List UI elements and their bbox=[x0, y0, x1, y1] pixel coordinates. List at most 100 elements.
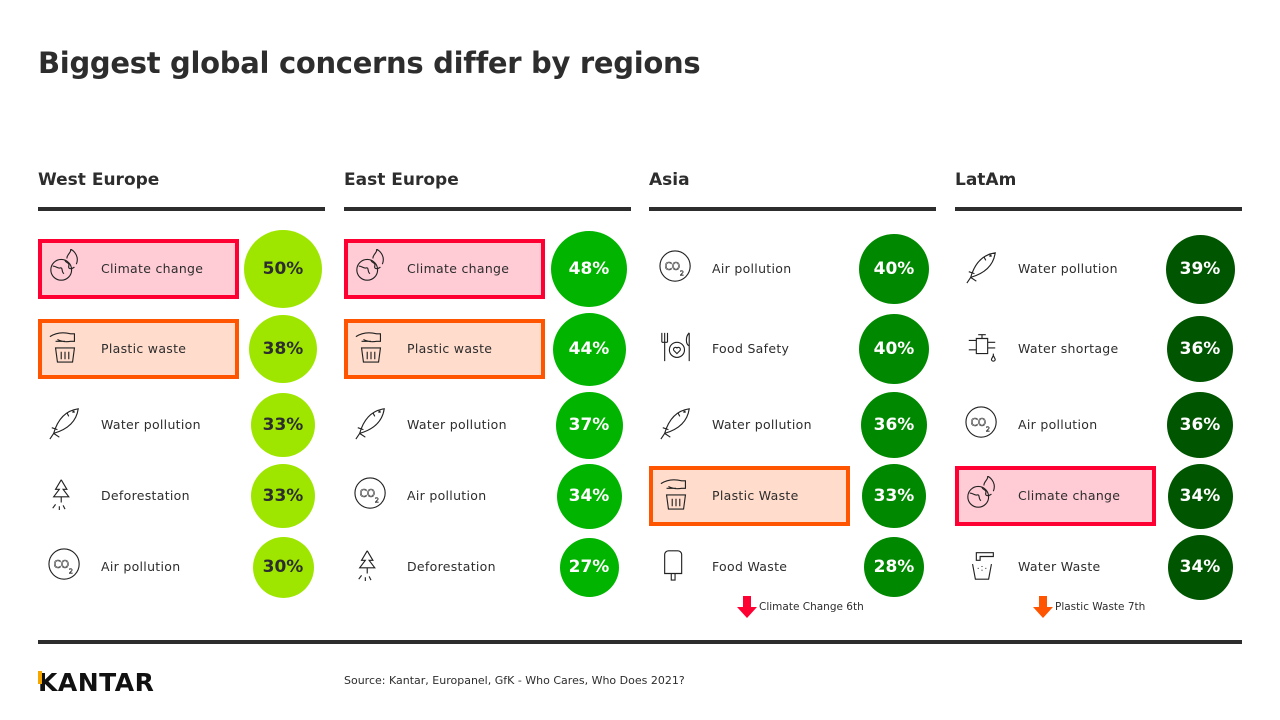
cut-tree-icon bbox=[358, 550, 376, 582]
concern-row: Plastic Waste 33% bbox=[649, 464, 936, 528]
kantar-logo: KANTAR bbox=[38, 668, 154, 697]
region-heading: LatAm bbox=[955, 170, 1017, 190]
highlight-box bbox=[649, 466, 850, 526]
rank-note: Plastic Waste 7th bbox=[1033, 596, 1145, 618]
percent-circle: 33% bbox=[251, 464, 315, 528]
region-column-west-europe: West Europe Climate change 50% Plastic w… bbox=[38, 168, 325, 598]
tap-drop-icon bbox=[968, 334, 996, 362]
hand-bin-icon bbox=[49, 332, 76, 363]
region-rule bbox=[649, 207, 936, 211]
svg-text:2: 2 bbox=[69, 568, 73, 576]
percent-circle: 36% bbox=[861, 392, 927, 458]
region-heading: Asia bbox=[649, 170, 690, 190]
concern-label: Plastic waste bbox=[101, 341, 187, 356]
concern-row: Water pollution 36% bbox=[649, 392, 936, 458]
concern-label: Deforestation bbox=[407, 559, 496, 574]
hand-bin-icon bbox=[660, 479, 687, 510]
concern-label: Water pollution bbox=[1018, 261, 1118, 276]
concern-label: Air pollution bbox=[407, 488, 487, 503]
concern-label: Food Waste bbox=[712, 559, 788, 574]
svg-text:2: 2 bbox=[680, 270, 684, 278]
concern-label: Climate change bbox=[101, 261, 204, 276]
percent-circle: 44% bbox=[552, 312, 626, 386]
region-column-latam: LatAm Water pollution 39% Water shortage… bbox=[955, 168, 1242, 600]
dead-fish-icon bbox=[355, 408, 385, 440]
concern-label: Water pollution bbox=[712, 417, 812, 432]
concern-row: Water Waste 34% bbox=[955, 534, 1242, 600]
concern-row: Plastic waste 38% bbox=[38, 315, 325, 383]
percent-circle: 36% bbox=[1167, 316, 1233, 382]
concern-label: Food Safety bbox=[712, 341, 790, 356]
concern-row: CO 2 Air pollution 36% bbox=[955, 392, 1242, 458]
region-rule bbox=[955, 207, 1242, 211]
region-column-east-europe: East Europe Climate change 48% Plastic w… bbox=[344, 168, 631, 597]
concern-row: CO 2 Air pollution 40% bbox=[649, 234, 936, 304]
svg-text:CO: CO bbox=[665, 261, 680, 273]
concern-row: Food Waste 28% bbox=[649, 537, 936, 597]
concern-label: Climate change bbox=[1018, 488, 1121, 503]
concern-row: Deforestation 27% bbox=[344, 537, 631, 597]
region-heading: West Europe bbox=[38, 170, 160, 190]
dead-fish-icon bbox=[966, 252, 996, 284]
concern-label: Plastic Waste bbox=[712, 488, 799, 503]
earth-fire-icon bbox=[356, 249, 384, 281]
region-heading: East Europe bbox=[344, 170, 459, 190]
concern-row: Plastic waste 44% bbox=[344, 312, 631, 386]
co2-icon: CO2 bbox=[965, 406, 997, 438]
highlight-box bbox=[344, 319, 545, 379]
dead-fish-icon bbox=[660, 408, 690, 440]
svg-text:CO: CO bbox=[971, 417, 986, 429]
concern-row: CO 2 Air pollution 30% bbox=[38, 536, 325, 598]
concern-label: Deforestation bbox=[101, 488, 190, 503]
earth-fire-icon bbox=[967, 476, 995, 508]
percent-circle: 33% bbox=[862, 464, 926, 528]
percent-circle: 33% bbox=[251, 393, 315, 457]
percent-circle: 28% bbox=[864, 537, 924, 597]
percent-circle: 36% bbox=[1167, 392, 1233, 458]
concern-label: Water shortage bbox=[1018, 341, 1119, 356]
percent-circle: 39% bbox=[1165, 234, 1235, 304]
concern-row: Water pollution 33% bbox=[38, 393, 325, 457]
arrow-down-icon bbox=[737, 596, 757, 618]
co2-icon: CO2 bbox=[659, 250, 691, 282]
rank-note-text: Climate Change 6th bbox=[759, 601, 864, 613]
percent-circle: 27% bbox=[559, 537, 619, 597]
divider bbox=[38, 640, 1242, 644]
rank-note: Climate Change 6th bbox=[737, 596, 864, 618]
percent-circle: 34% bbox=[556, 463, 622, 529]
concern-label: Air pollution bbox=[101, 559, 181, 574]
region-rule bbox=[344, 207, 631, 211]
ice-cream-icon bbox=[664, 550, 683, 581]
concern-label: Air pollution bbox=[712, 261, 792, 276]
concern-row: Food Safety 40% bbox=[649, 314, 936, 384]
logo-text: KANTAR bbox=[38, 668, 155, 697]
concern-row: Climate change 48% bbox=[344, 231, 631, 307]
tap-glass-icon bbox=[971, 552, 994, 580]
percent-circle: 48% bbox=[551, 231, 627, 307]
region-rule bbox=[38, 207, 325, 211]
concern-label: Air pollution bbox=[1018, 417, 1098, 432]
source-note: Source: Kantar, Europanel, GfK - Who Car… bbox=[344, 674, 685, 687]
percent-circle: 38% bbox=[249, 315, 317, 383]
concern-row: Climate change 34% bbox=[955, 463, 1242, 529]
concern-label: Water pollution bbox=[101, 417, 201, 432]
plate-heart-icon bbox=[661, 332, 690, 362]
concern-row: Deforestation 33% bbox=[38, 464, 325, 528]
percent-circle: 40% bbox=[859, 234, 929, 304]
percent-circle: 34% bbox=[1167, 463, 1233, 529]
earth-fire-icon bbox=[50, 249, 78, 281]
percent-circle: 30% bbox=[252, 536, 314, 598]
percent-circle: 50% bbox=[244, 230, 322, 308]
svg-text:2: 2 bbox=[986, 426, 990, 434]
concern-label: Plastic waste bbox=[407, 341, 493, 356]
highlight-box bbox=[38, 319, 239, 379]
page-title: Biggest global concerns differ by region… bbox=[38, 46, 701, 80]
percent-circle: 40% bbox=[859, 314, 929, 384]
svg-text:CO: CO bbox=[360, 488, 375, 500]
concern-row: Water pollution 39% bbox=[955, 234, 1242, 304]
concern-row: Climate change 50% bbox=[38, 230, 325, 308]
concern-row: Water shortage 36% bbox=[955, 316, 1242, 382]
concern-label: Water pollution bbox=[407, 417, 507, 432]
dead-fish-icon bbox=[49, 408, 79, 440]
percent-circle: 37% bbox=[555, 391, 623, 459]
